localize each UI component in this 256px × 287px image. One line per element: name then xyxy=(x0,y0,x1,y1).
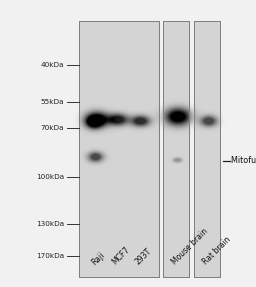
Text: 170kDa: 170kDa xyxy=(36,253,64,259)
Text: 293T: 293T xyxy=(133,247,153,267)
Text: Mitofusin 2: Mitofusin 2 xyxy=(231,156,256,165)
Text: Raji: Raji xyxy=(90,250,106,267)
Text: 100kDa: 100kDa xyxy=(36,174,64,179)
Text: Mouse brain: Mouse brain xyxy=(170,227,210,267)
Text: 70kDa: 70kDa xyxy=(40,125,64,131)
Text: MCF7: MCF7 xyxy=(110,246,131,267)
Text: 40kDa: 40kDa xyxy=(40,62,64,67)
Text: Rat brain: Rat brain xyxy=(201,235,233,267)
Text: 130kDa: 130kDa xyxy=(36,222,64,227)
Text: 55kDa: 55kDa xyxy=(40,99,64,105)
